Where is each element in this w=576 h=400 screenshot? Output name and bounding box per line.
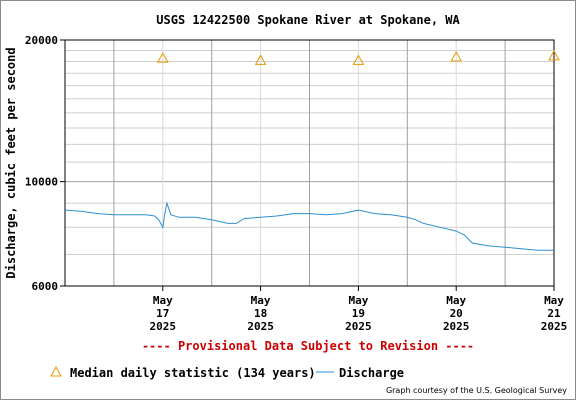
- legend-discharge-label: Discharge: [339, 366, 404, 380]
- discharge-line: [64, 201, 554, 251]
- x-tick-label: May: [348, 294, 368, 307]
- y-tick-label: 20000: [25, 34, 58, 47]
- x-tick-label: 18: [254, 307, 267, 320]
- x-tick-label: 21: [547, 307, 561, 320]
- x-tick-label: 2025: [541, 320, 568, 333]
- x-tick-label: 2025: [443, 320, 470, 333]
- y-axis-label: Discharge, cubic feet per second: [4, 47, 18, 278]
- chart-title: USGS 12422500 Spokane River at Spokane, …: [156, 13, 460, 27]
- x-tick-label: 2025: [247, 320, 274, 333]
- x-tick-label: 2025: [345, 320, 372, 333]
- grid-lines: [65, 39, 555, 286]
- series-layer: [64, 49, 560, 251]
- median-point: [254, 54, 267, 65]
- x-tick-label: May: [251, 294, 271, 307]
- x-tick-label: 17: [156, 307, 169, 320]
- median-point: [156, 52, 169, 63]
- usgs-credit: Graph courtesy of the U.S. Geological Su…: [386, 386, 567, 395]
- x-tick-label: 19: [352, 307, 365, 320]
- legend-median-label: Median daily statistic (134 years): [70, 366, 316, 380]
- y-tick-label: 6000: [32, 280, 59, 293]
- median-point: [450, 51, 463, 62]
- legend-triangle-icon: [50, 365, 62, 377]
- x-tick-label: May: [544, 294, 564, 307]
- plot-area-border: [64, 39, 555, 287]
- legend: Median daily statistic (134 years) Disch…: [50, 365, 404, 380]
- x-axis-ticks: May172025May182025May192025May202025May2…: [150, 286, 568, 333]
- x-tick-label: 20: [450, 307, 463, 320]
- median-point: [352, 54, 365, 65]
- y-tick-label: 10000: [25, 176, 58, 189]
- x-tick-label: May: [153, 294, 173, 307]
- provisional-notice: ---- Provisional Data Subject to Revisio…: [142, 339, 474, 353]
- median-point: [548, 49, 560, 61]
- x-tick-label: May: [446, 294, 466, 307]
- x-tick-label: 2025: [150, 320, 177, 333]
- y-axis-ticks: 6000 10000 20000: [25, 34, 65, 293]
